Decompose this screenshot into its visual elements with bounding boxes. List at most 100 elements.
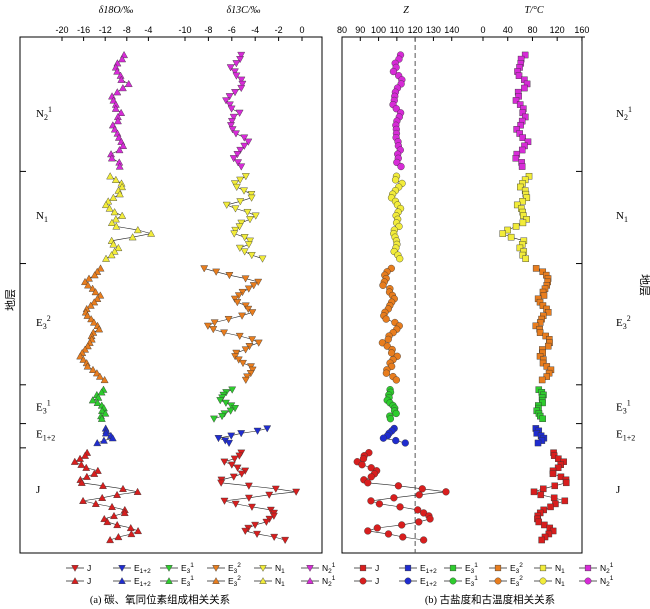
d13C-point-N1: [258, 255, 267, 263]
d13C-point-J: [265, 491, 274, 499]
T-point-J: [540, 485, 547, 493]
d18O-point-N1: [107, 218, 116, 226]
d13C-point-N2_1: [240, 134, 249, 142]
legend-label: E31: [181, 575, 194, 588]
Z-point-E1_2: [392, 436, 400, 445]
T-point-J: [551, 482, 558, 490]
d13C-point-N2_1: [236, 56, 244, 64]
T-point-E3_2: [538, 376, 546, 384]
d13C-point-E3_2: [248, 309, 257, 317]
T-point-E3_2: [536, 319, 544, 326]
d13C-point-E1_2: [263, 425, 272, 433]
legend-label: E32: [228, 562, 241, 575]
Z-point-N1: [391, 176, 400, 184]
legend-marker-circle: [404, 577, 412, 585]
Z-point-J: [414, 506, 422, 514]
d13C-point-E3_1: [221, 399, 230, 407]
T-tick-label: 120: [550, 25, 565, 35]
legend-label: N1: [555, 563, 565, 575]
legend-marker-triangle-up: [118, 577, 126, 584]
d18O-point-J: [133, 487, 142, 495]
T-point-E3_2: [540, 292, 548, 299]
legend-label: E1+2: [420, 576, 437, 588]
strata-axis-title-left: 地层: [4, 289, 17, 311]
T-point-J: [561, 497, 569, 505]
d18O-point-J: [134, 526, 143, 535]
d13C-point-N1: [241, 173, 250, 181]
d18O-tick-label: -16: [77, 25, 90, 35]
d13C-point-E3_1: [226, 407, 235, 415]
d18O-point-E3_2: [96, 291, 105, 299]
d18O-point-J: [82, 463, 91, 471]
d18O-point-E3_2: [88, 284, 97, 292]
d18O-point-N2_1: [111, 104, 120, 112]
d18O-point-E3_1: [88, 396, 97, 404]
d13C-point-J: [220, 497, 229, 505]
caption-right: (b) 古盐度和古温度相关关系: [425, 593, 555, 606]
d13C-point-J: [253, 530, 261, 538]
d13C-point-N1: [243, 209, 252, 217]
T-tick-label: 0: [480, 25, 485, 35]
T-point-E3_2: [543, 363, 551, 370]
d13C-point-E3_2: [241, 346, 250, 354]
d13C-point-N2_1: [237, 84, 246, 93]
Z-point-N1: [396, 255, 404, 263]
legend-marker-square: [449, 564, 457, 572]
d13C-point-N2_1: [228, 126, 237, 134]
Z-point-J: [375, 500, 384, 508]
T-point-N2_1: [524, 138, 532, 146]
legend-label: N21: [600, 575, 614, 588]
d18O-point-N2_1: [124, 79, 133, 88]
d13C-point-E3_2: [225, 272, 234, 280]
d18O-point-J: [77, 478, 86, 486]
d13C-tick-label: -4: [251, 25, 259, 35]
d18O-tick-label: -12: [99, 25, 112, 35]
strata-label-left: E1+2: [36, 428, 55, 442]
d18O-point-E3_2: [81, 277, 89, 286]
d13C-point-E1_2: [227, 432, 236, 440]
T-point-N2_1: [517, 121, 524, 129]
legend-marker-triangle-down: [259, 565, 267, 572]
d18O-point-N2_1: [113, 117, 122, 125]
d18O-point-J: [81, 451, 90, 459]
strata-labels-right: N21 N1 E32 E31 E1+2 J 地层: [576, 105, 650, 496]
legend-label: J: [375, 576, 379, 586]
d18O-point-J: [82, 472, 91, 480]
T-point-N2_1: [518, 163, 526, 170]
strata-label-right: E1+2: [616, 428, 635, 442]
d13C-tick-label: -10: [178, 25, 191, 35]
d18O-point-N2_1: [113, 67, 122, 75]
d18O-point-E3_2: [96, 264, 105, 272]
T-point-J: [538, 536, 545, 544]
d18O-point-E3_1: [97, 414, 106, 422]
d18O-point-N1: [110, 208, 119, 216]
d13C-point-J: [233, 464, 242, 472]
d13C-point-N2_1: [226, 64, 235, 72]
d13C-point-E1_2: [253, 427, 262, 435]
T-point-N2_1: [515, 72, 523, 79]
d13C-point-N1: [251, 212, 260, 220]
legend-label: E31: [465, 575, 478, 588]
d18O-point-N1: [109, 240, 118, 248]
d13C-point-E3_2: [210, 319, 219, 327]
legend-marker-circle: [359, 577, 367, 585]
d13C-point-N1: [230, 230, 239, 238]
d13C-point-N2_1: [225, 101, 234, 109]
d13C-point-N1: [230, 180, 239, 188]
d13C-point-E3_2: [224, 316, 233, 324]
d13C-tick-label: -2: [275, 25, 283, 35]
d18O-point-J: [126, 523, 135, 532]
d13C-point-N1: [222, 201, 231, 209]
d13C-point-N2_1: [244, 138, 253, 146]
legend-marker-square: [404, 564, 412, 572]
d18O-point-N2_1: [117, 75, 126, 83]
d18O-point-N1: [111, 215, 120, 223]
d18O-point-J: [108, 502, 116, 510]
legend-label: N1: [555, 576, 565, 588]
d13C-tick-label: -6: [228, 25, 236, 35]
T-point-E3_2: [539, 359, 547, 367]
legend-label: E32: [510, 562, 523, 575]
T-point-N2_1: [521, 51, 529, 59]
d18O-point-N1: [109, 193, 118, 201]
T-tick-label: 160: [574, 25, 589, 35]
